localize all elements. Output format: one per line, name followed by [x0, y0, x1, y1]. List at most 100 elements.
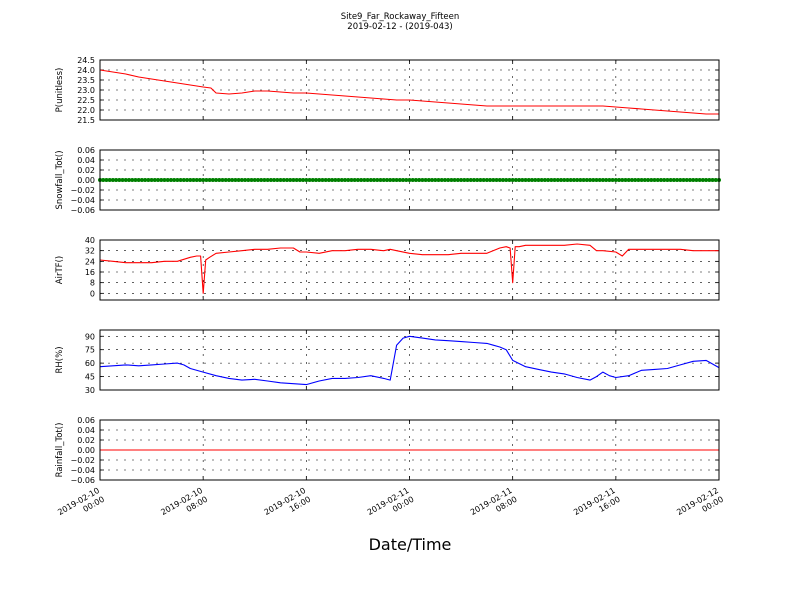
chart-title: Site9_Far_Rockaway_Fifteen — [341, 12, 460, 22]
data-point — [691, 178, 696, 182]
data-point — [488, 178, 493, 182]
data-point — [239, 178, 244, 182]
data-point — [449, 178, 454, 182]
data-point — [230, 178, 235, 182]
data-point — [388, 178, 393, 182]
data-point — [249, 178, 254, 182]
data-point — [491, 178, 496, 182]
data-point — [320, 178, 325, 182]
data-point — [478, 178, 483, 182]
data-point — [620, 178, 625, 182]
data-point — [120, 178, 125, 182]
y-tick-label: −0.02 — [70, 186, 95, 195]
y-tick-label: 22.0 — [77, 106, 95, 115]
data-point — [530, 178, 535, 182]
data-point — [591, 178, 596, 182]
data-point — [255, 178, 260, 182]
panel-1: 21.522.022.523.023.524.024.5 P(unitless) — [55, 56, 720, 125]
panel-frame — [99, 59, 720, 121]
y-tick-label: 0.06 — [77, 146, 95, 155]
data-point — [633, 178, 638, 182]
x-tick-label: 2019-02-1008:00 — [159, 486, 209, 526]
data-point — [588, 178, 593, 182]
data-point — [594, 178, 599, 182]
data-point — [575, 178, 580, 182]
chart-subtitle: 2019-02-12 - (2019-043) — [347, 22, 452, 32]
data-point — [675, 178, 680, 182]
data-point — [139, 178, 144, 182]
data-point — [288, 178, 293, 182]
data-point — [687, 178, 692, 182]
data-point — [165, 178, 170, 182]
data-point — [136, 178, 141, 182]
data-point — [210, 178, 215, 182]
data-point — [149, 178, 154, 182]
y-tick-label: −0.02 — [70, 456, 95, 465]
data-point — [442, 178, 447, 182]
data-point — [236, 178, 241, 182]
data-point — [713, 178, 718, 182]
data-point — [284, 178, 289, 182]
data-point — [681, 178, 686, 182]
y-tick-label: −0.06 — [70, 476, 95, 485]
data-point — [426, 178, 431, 182]
data-point — [226, 178, 231, 182]
data-point — [439, 178, 444, 182]
data-point — [243, 178, 248, 182]
data-point — [565, 178, 570, 182]
y-tick-label: 40 — [85, 236, 95, 245]
data-point — [559, 178, 564, 182]
data-point — [117, 178, 122, 182]
data-point — [549, 178, 554, 182]
data-point — [571, 178, 576, 182]
data-point — [246, 178, 251, 182]
data-point — [110, 178, 115, 182]
data-point — [401, 178, 406, 182]
y-tick-label: 0.04 — [77, 426, 95, 435]
y-tick-label: 0 — [90, 289, 95, 298]
data-point — [397, 178, 402, 182]
y-axis-label: Snowfall_Tot() — [55, 150, 65, 209]
y-tick-label: 0.06 — [77, 416, 95, 425]
data-point — [652, 178, 657, 182]
data-point — [436, 178, 441, 182]
data-point — [301, 178, 306, 182]
data-point — [562, 178, 567, 182]
data-point — [362, 178, 367, 182]
data-point — [481, 178, 486, 182]
data-point — [114, 178, 119, 182]
x-tick-label: 2019-02-1108:00 — [469, 486, 519, 526]
data-point — [581, 178, 586, 182]
y-tick-label: 16 — [85, 268, 95, 277]
y-tick-label: 45 — [85, 373, 95, 382]
data-point — [156, 178, 161, 182]
data-point — [214, 178, 219, 182]
data-point — [204, 178, 209, 182]
data-point — [526, 178, 531, 182]
y-tick-label: −0.04 — [70, 466, 95, 475]
data-point — [604, 178, 609, 182]
data-point — [365, 178, 370, 182]
y-tick-label: 90 — [85, 332, 95, 341]
data-point — [523, 178, 528, 182]
data-point — [536, 178, 541, 182]
data-point — [468, 178, 473, 182]
data-point — [381, 178, 386, 182]
data-point — [297, 178, 302, 182]
data-point — [629, 178, 634, 182]
data-point — [259, 178, 264, 182]
data-point — [636, 178, 641, 182]
data-point — [617, 178, 622, 182]
data-point — [146, 178, 151, 182]
data-point — [185, 178, 190, 182]
data-point — [623, 178, 628, 182]
data-point — [552, 178, 557, 182]
data-point — [694, 178, 699, 182]
data-point — [404, 178, 409, 182]
y-tick-label: 24 — [85, 257, 95, 266]
data-point — [314, 178, 319, 182]
data-point — [597, 178, 602, 182]
data-point — [500, 178, 505, 182]
y-tick-label: 8 — [90, 279, 95, 288]
data-point — [201, 178, 206, 182]
